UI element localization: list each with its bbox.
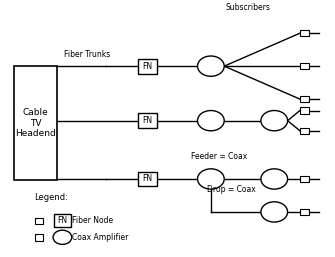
Bar [300,176,309,182]
Bar [300,30,309,36]
Text: Feeder = Coax: Feeder = Coax [191,152,247,161]
Text: Cable
TV
Headend: Cable TV Headend [15,108,56,138]
Text: FN: FN [142,62,152,71]
Circle shape [261,111,288,131]
Bar [54,215,71,227]
Text: FN: FN [57,216,67,225]
Circle shape [53,230,72,244]
Text: Fiber Trunks: Fiber Trunks [64,50,111,59]
Bar [35,234,44,241]
Bar [300,63,309,69]
Text: Subscribers: Subscribers [225,3,270,12]
Circle shape [261,169,288,189]
Circle shape [261,202,288,222]
Text: Legend:: Legend: [34,193,68,202]
Text: Fiber Node: Fiber Node [72,216,114,225]
Circle shape [198,56,224,76]
Bar [300,107,309,114]
Bar [138,113,157,128]
Bar [138,172,157,186]
Bar [300,209,309,215]
Bar [300,96,309,102]
Text: FN: FN [142,175,152,183]
Bar [300,127,309,134]
Bar [14,66,57,180]
Text: Coax Amplifier: Coax Amplifier [72,233,129,242]
Circle shape [198,169,224,189]
Bar [35,217,44,224]
Bar [138,59,157,74]
Circle shape [198,111,224,131]
Text: FN: FN [142,116,152,125]
Text: Drop = Coax: Drop = Coax [206,185,255,194]
